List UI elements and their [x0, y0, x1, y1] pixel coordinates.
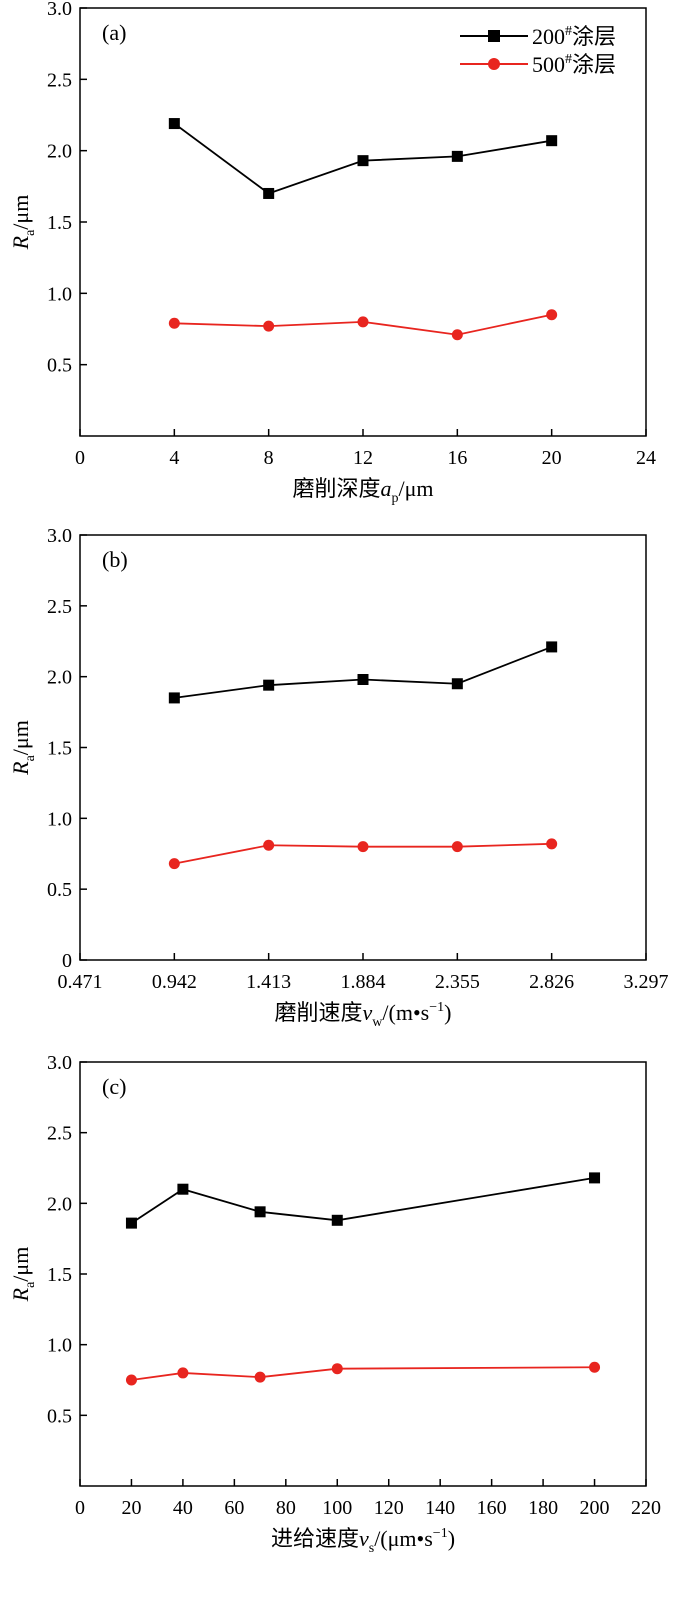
- legend-marker-500: [488, 58, 500, 70]
- data-point-200: [589, 1172, 601, 1184]
- y-tick-label: 0.5: [47, 1405, 72, 1427]
- x-tick-label: 220: [631, 1497, 661, 1519]
- series-line-200: [174, 646, 552, 699]
- data-point-200: [546, 135, 558, 147]
- x-tick-label: 1.884: [341, 971, 386, 993]
- x-tick-label: 3.297: [624, 971, 669, 993]
- data-point-200: [263, 187, 275, 199]
- y-tick-label: 2.5: [47, 69, 72, 91]
- x-axis-label: 进给速度vs/(μm•s−1): [271, 1526, 455, 1556]
- panel-c: 0 20 40 60 80 100 120 140 160 180 200 220 3.0 2.5 2.0 1…: [8, 1052, 661, 1556]
- y-axis-label: Ra/μm: [8, 720, 38, 776]
- y-tick-label: 1.0: [47, 1335, 72, 1357]
- data-point-500: [263, 839, 275, 851]
- plot-frame: [79, 1061, 647, 1487]
- x-tick-label: 20: [121, 1497, 141, 1519]
- x-tick-label: 0.471: [58, 971, 103, 993]
- panel-b: 0.471 0.942 1.413 1.884 2.355 2.826 3.297 3.0 2.…: [8, 525, 669, 1030]
- panel-label: (a): [102, 20, 126, 45]
- y-tick-label: 2.5: [47, 1123, 72, 1145]
- data-point-200: [125, 1217, 137, 1229]
- data-point-200: [168, 692, 180, 704]
- data-point-200: [357, 674, 369, 685]
- y-tick-label: 1.5: [47, 738, 72, 760]
- y-tick-label: 0: [62, 950, 72, 972]
- y-tick-label: 0.5: [47, 355, 72, 377]
- data-point-200: [331, 1214, 343, 1226]
- y-axis-label: Ra/μm: [8, 1247, 38, 1303]
- x-tick-label: 140: [425, 1497, 455, 1519]
- y-tick-label: 2.0: [47, 667, 72, 689]
- x-tick-label: 200: [580, 1497, 610, 1519]
- x-tick-label: 160: [477, 1497, 507, 1519]
- panel-label: (c): [102, 1074, 126, 1099]
- data-point-500: [546, 309, 558, 321]
- y-tick-label: 2.5: [47, 596, 72, 618]
- x-tick-label: 16: [447, 447, 467, 469]
- y-tick-label: 1.5: [47, 212, 72, 234]
- data-point-500: [357, 316, 369, 328]
- legend-marker-200: [488, 30, 500, 42]
- data-point-500: [589, 1361, 601, 1373]
- data-point-200: [451, 678, 463, 690]
- x-tick-label: 80: [276, 1497, 296, 1519]
- x-tick-label: 60: [224, 1497, 244, 1519]
- x-tick-label: 120: [374, 1497, 404, 1519]
- x-axis-label: 磨削速度vw/(m•s−1): [275, 1000, 452, 1030]
- x-tick-label: 40: [173, 1497, 193, 1519]
- x-tick-label: 0: [75, 1497, 85, 1519]
- x-tick-label: 24: [636, 447, 656, 469]
- x-tick-label: 100: [322, 1497, 352, 1519]
- data-point-200: [357, 155, 369, 167]
- data-point-500: [357, 841, 369, 853]
- data-point-200: [546, 641, 558, 653]
- y-tick-label: 0.5: [47, 879, 72, 901]
- y-tick-label: 1.5: [47, 1264, 72, 1286]
- legend-label-200: 200#涂层: [532, 24, 616, 49]
- data-point-200: [168, 118, 180, 130]
- x-tick-label: 0: [75, 447, 85, 469]
- data-point-500: [177, 1367, 189, 1379]
- x-axis-label: 磨削深度ap/μm: [292, 476, 433, 506]
- y-tick-label: 3.0: [47, 0, 72, 20]
- panel-a: 0 4 8 12 16 20 24 3.0 2.5 2.0 1.5 1.0 0.5 (a) 磨削深度ap/μ…: [8, 0, 656, 506]
- data-point-500: [168, 858, 180, 870]
- y-axis-label: Ra/μm: [8, 195, 38, 251]
- series-line-200: [130, 1177, 595, 1224]
- x-tick-label: 8: [264, 447, 274, 469]
- y-tick-label: 1.0: [47, 283, 72, 305]
- y-tick-label: 3.0: [47, 1052, 72, 1074]
- x-tick-label: 2.826: [529, 971, 574, 993]
- data-point-500: [546, 838, 558, 850]
- x-tick-label: 4: [169, 447, 179, 469]
- legend: 200#涂层 500#涂层: [460, 24, 616, 77]
- x-tick-label: 180: [528, 1497, 558, 1519]
- y-tick-label: 2.0: [47, 1193, 72, 1215]
- data-point-200: [263, 679, 275, 691]
- x-tick-label: 12: [353, 447, 373, 469]
- plot-frame: [79, 534, 647, 961]
- data-point-500: [168, 317, 180, 329]
- series-line-500: [131, 1366, 595, 1381]
- data-point-500: [451, 841, 463, 853]
- panel-label: (b): [102, 547, 128, 572]
- x-tick-label: 0.942: [152, 971, 197, 993]
- data-point-500: [331, 1363, 343, 1375]
- x-tick-label: 2.355: [435, 971, 480, 993]
- x-tick-label: 1.413: [246, 971, 291, 993]
- x-tick-label: 20: [542, 447, 562, 469]
- y-tick-label: 1.0: [47, 808, 72, 830]
- data-point-500: [254, 1371, 266, 1383]
- data-point-500: [263, 320, 275, 332]
- data-point-500: [451, 329, 463, 341]
- y-tick-label: 2.0: [47, 141, 72, 163]
- data-point-200: [177, 1183, 189, 1195]
- y-tick-label: 3.0: [47, 525, 72, 547]
- data-point-500: [125, 1374, 137, 1386]
- data-point-200: [451, 150, 463, 162]
- legend-label-500: 500#涂层: [532, 52, 616, 77]
- data-point-200: [254, 1206, 266, 1218]
